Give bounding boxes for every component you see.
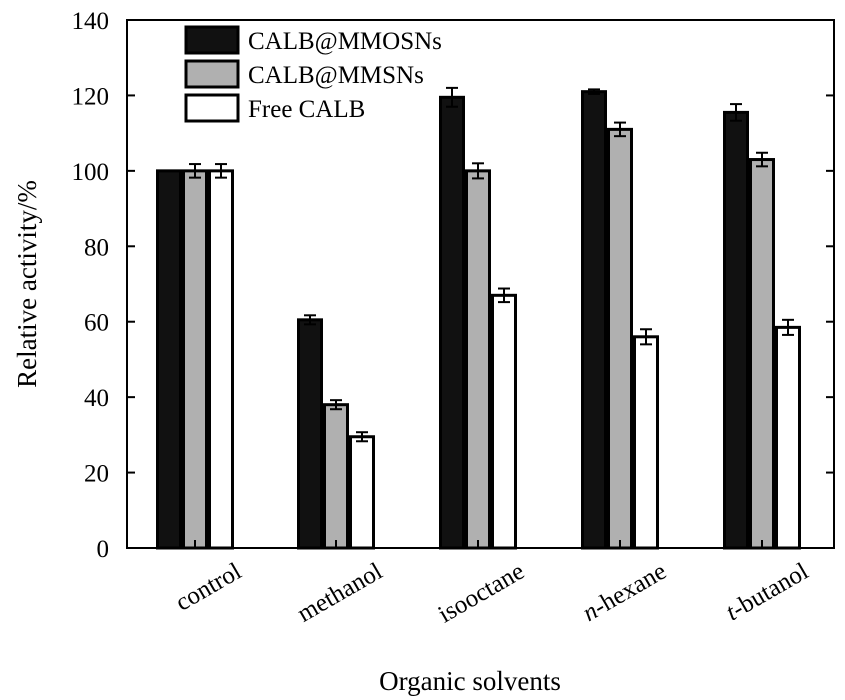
legend-item-2: Free CALB [184, 93, 365, 123]
error-bar-2-0 [215, 163, 227, 179]
error-bar-0-3 [588, 88, 600, 95]
error-bars-layer [189, 86, 794, 443]
y-axis: 0 20 40 60 80 100 120 140 [72, 8, 834, 563]
error-bar-1-4 [756, 151, 768, 168]
y-tick-label-40: 40 [84, 385, 109, 412]
x-axis: control methanol isooctane n-hexane t-butano… [171, 540, 813, 628]
plot-frame [126, 19, 835, 549]
bar-2-1 [349, 435, 375, 550]
legend-swatch-0 [184, 25, 240, 55]
x-tick-label-3: n-hexane [578, 558, 671, 627]
legend-label-2: Free CALB [248, 96, 365, 123]
y-tick-label-100: 100 [72, 159, 110, 186]
bars-layer [156, 90, 801, 550]
x-tick-label-4: t-butanol [721, 558, 813, 627]
y-tick-label-120: 120 [72, 83, 110, 110]
bar-1-2 [465, 169, 491, 550]
legend-label-1: CALB@MMSNs [248, 62, 424, 89]
bar-0-4 [723, 110, 749, 550]
y-tick-label-20: 20 [84, 461, 109, 488]
error-bar-0-4 [730, 103, 742, 122]
bar-1-3 [607, 127, 633, 550]
error-bar-1-3 [614, 121, 626, 138]
legend: CALB@MMOSNs CALB@MMSNs Free CALB [184, 25, 442, 123]
bar-1-0 [182, 169, 208, 550]
error-bar-2-3 [640, 328, 652, 346]
x-axis-title: Organic solvents [379, 666, 561, 696]
x-tick-label-1: methanol [293, 558, 387, 628]
error-bar-1-1 [330, 399, 342, 411]
bar-0-3 [581, 90, 607, 550]
y-tick-label-60: 60 [84, 310, 109, 337]
y-tick-label-0: 0 [97, 536, 110, 563]
error-bar-1-2 [472, 162, 484, 180]
x-tick-label-0: control [171, 558, 246, 617]
legend-label-0: CALB@MMOSNs [248, 28, 442, 55]
y-tick-label-80: 80 [84, 234, 109, 261]
y-axis-title: Relative activity/% [12, 180, 42, 388]
y-tick-label-140: 140 [72, 8, 110, 35]
bar-2-3 [633, 335, 659, 550]
error-bar-2-1 [356, 431, 368, 443]
bar-0-0 [156, 169, 182, 550]
error-bar-0-1 [304, 314, 316, 326]
bar-2-2 [491, 293, 517, 550]
error-bar-2-4 [782, 318, 794, 336]
bar-2-0 [208, 169, 234, 550]
bar-0-2 [439, 95, 465, 550]
error-bar-1-0 [189, 163, 201, 179]
legend-swatch-1 [184, 59, 240, 89]
legend-swatch-2 [184, 93, 240, 123]
x-tick-label-2: isooctane [434, 558, 529, 629]
bar-1-4 [749, 158, 775, 550]
error-bar-0-2 [446, 86, 458, 108]
bar-1-1 [323, 403, 349, 550]
bar-2-4 [775, 325, 801, 550]
bar-0-1 [297, 318, 323, 550]
legend-item-0: CALB@MMOSNs [184, 25, 442, 55]
error-bar-2-2 [498, 287, 510, 304]
legend-item-1: CALB@MMSNs [184, 59, 424, 89]
